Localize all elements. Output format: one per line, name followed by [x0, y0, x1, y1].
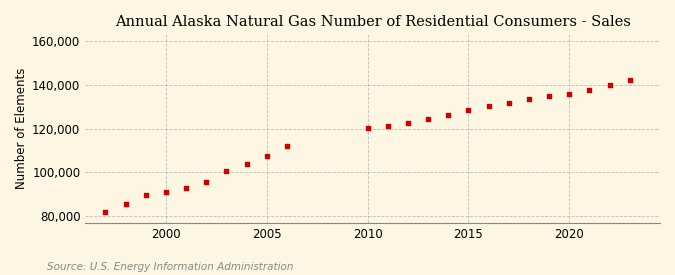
Point — [604, 82, 615, 87]
Point — [261, 154, 272, 158]
Point — [201, 180, 212, 185]
Point — [120, 202, 131, 207]
Point — [524, 97, 535, 101]
Point — [624, 78, 635, 82]
Point — [140, 193, 151, 198]
Point — [281, 144, 292, 148]
Point — [584, 88, 595, 92]
Point — [543, 94, 554, 98]
Point — [483, 103, 494, 108]
Point — [382, 124, 393, 129]
Point — [161, 190, 171, 194]
Point — [463, 108, 474, 112]
Y-axis label: Number of Elements: Number of Elements — [15, 68, 28, 189]
Point — [241, 161, 252, 166]
Point — [100, 210, 111, 214]
Text: Source: U.S. Energy Information Administration: Source: U.S. Energy Information Administ… — [47, 262, 294, 272]
Point — [423, 117, 433, 121]
Point — [181, 186, 192, 190]
Point — [362, 125, 373, 130]
Point — [564, 91, 574, 96]
Point — [443, 113, 454, 118]
Point — [402, 121, 413, 125]
Point — [504, 101, 514, 106]
Point — [221, 169, 232, 174]
Title: Annual Alaska Natural Gas Number of Residential Consumers - Sales: Annual Alaska Natural Gas Number of Resi… — [115, 15, 630, 29]
